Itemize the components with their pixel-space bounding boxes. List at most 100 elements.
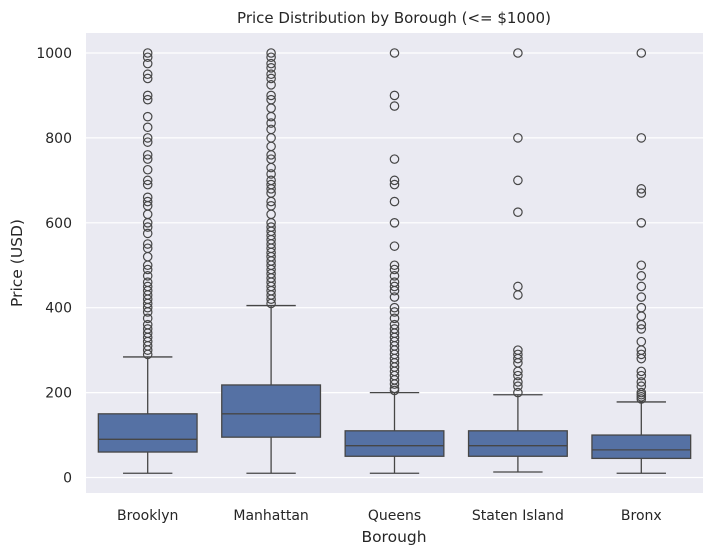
outlier-point: [389, 307, 400, 317]
outlier-point: [142, 154, 153, 164]
outlier-point: [266, 201, 276, 211]
outlier-point: [142, 133, 153, 143]
x-axis-label: Borough: [361, 528, 426, 546]
chart-title: Price Distribution by Borough (<= $1000): [237, 9, 551, 27]
outlier-point: [636, 302, 647, 313]
outlier-point: [513, 349, 523, 360]
y-tick-label: 800: [45, 131, 72, 147]
x-axis-ticks: Brooklyn Manhattan Queens Staten Island Bron…: [117, 508, 662, 524]
outlier-point: [389, 175, 400, 186]
box-bronx: [591, 48, 692, 474]
y-tick-label: 600: [45, 216, 72, 232]
outlier-point: [142, 271, 153, 281]
outlier-point: [142, 111, 153, 122]
x-tick-label: Brooklyn: [117, 508, 178, 524]
outlier-point: [142, 58, 153, 69]
outlier-point: [513, 377, 523, 387]
outlier-point: [636, 48, 647, 58]
outlier-point: [636, 370, 647, 381]
outlier-point: [266, 222, 276, 232]
outlier-point: [636, 387, 647, 398]
outlier-point: [142, 277, 153, 288]
outlier-point: [636, 324, 647, 334]
outlier-point: [142, 164, 153, 175]
outlier-point: [636, 377, 647, 387]
x-tick-label: Bronx: [621, 508, 662, 524]
outlier-point: [142, 179, 153, 190]
outlier-point: [266, 94, 276, 105]
outlier-point: [389, 302, 400, 313]
outlier-point: [636, 133, 647, 143]
outlier-point: [142, 94, 153, 105]
box-brooklyn: [97, 48, 198, 474]
outlier-point: [636, 271, 647, 281]
outlier-point: [389, 241, 400, 251]
y-tick-label: 1000: [36, 46, 72, 62]
outlier-point: [513, 175, 523, 186]
outlier-point: [513, 345, 523, 355]
x-tick-label: Manhattan: [233, 508, 308, 524]
outlier-point: [513, 281, 523, 292]
outlier-point: [142, 264, 153, 275]
outlier-point: [636, 292, 647, 302]
outlier-point: [266, 63, 276, 73]
outlier-point: [389, 101, 400, 111]
y-axis-label: Price (USD): [8, 219, 26, 307]
outlier-point: [636, 260, 647, 271]
outlier-point: [513, 387, 523, 398]
y-tick-label: 200: [45, 386, 72, 402]
outlier-point: [142, 73, 153, 84]
y-tick-label: 0: [63, 471, 72, 487]
outlier-point: [266, 73, 276, 84]
outlier-point: [389, 271, 400, 281]
outlier-point: [636, 336, 647, 347]
outlier-point: [636, 184, 647, 194]
outlier-point: [266, 175, 276, 186]
outlier-point: [266, 124, 276, 135]
box-staten-island: [467, 48, 568, 473]
outlier-point: [142, 228, 153, 239]
outlier-point: [389, 179, 400, 190]
outlier-point: [142, 319, 153, 330]
outlier-point: [513, 381, 523, 392]
outlier-point: [389, 292, 400, 302]
outlier-point: [142, 313, 153, 324]
outlier-point: [142, 324, 153, 334]
outlier-point: [266, 154, 276, 164]
outlier-point: [636, 218, 647, 228]
x-tick-label: Staten Island: [472, 508, 564, 524]
outlier-point: [513, 207, 523, 217]
outlier-point: [266, 52, 276, 63]
outlier-point: [389, 196, 400, 207]
outlier-point: [389, 281, 400, 292]
outlier-point: [142, 175, 153, 186]
outlier-point: [142, 137, 153, 147]
outlier-point: [142, 196, 153, 207]
outlier-point: [266, 69, 276, 80]
outlier-point: [266, 90, 276, 101]
outlier-point: [266, 118, 276, 128]
outlier-point: [266, 58, 276, 69]
outlier-point: [142, 222, 153, 232]
outlier-point: [636, 281, 647, 292]
box-manhattan: [221, 48, 322, 474]
outlier-point: [389, 90, 400, 101]
outlier-point: [636, 188, 647, 198]
outlier-point: [142, 281, 153, 292]
outlier-point: [389, 313, 400, 324]
outlier-point: [389, 154, 400, 164]
outlier-point: [142, 239, 153, 249]
box-queens: [344, 48, 445, 474]
outlier-point: [142, 90, 153, 101]
outlier-point: [266, 48, 276, 58]
x-tick-label: Queens: [368, 508, 421, 524]
outlier-point: [389, 264, 400, 275]
outlier-point: [142, 192, 153, 203]
outlier-point: [389, 260, 400, 271]
outlier-point: [266, 80, 276, 90]
outlier-point: [636, 366, 647, 377]
outlier-point: [142, 69, 153, 80]
outlier-point: [513, 48, 523, 58]
outlier-point: [389, 319, 400, 330]
